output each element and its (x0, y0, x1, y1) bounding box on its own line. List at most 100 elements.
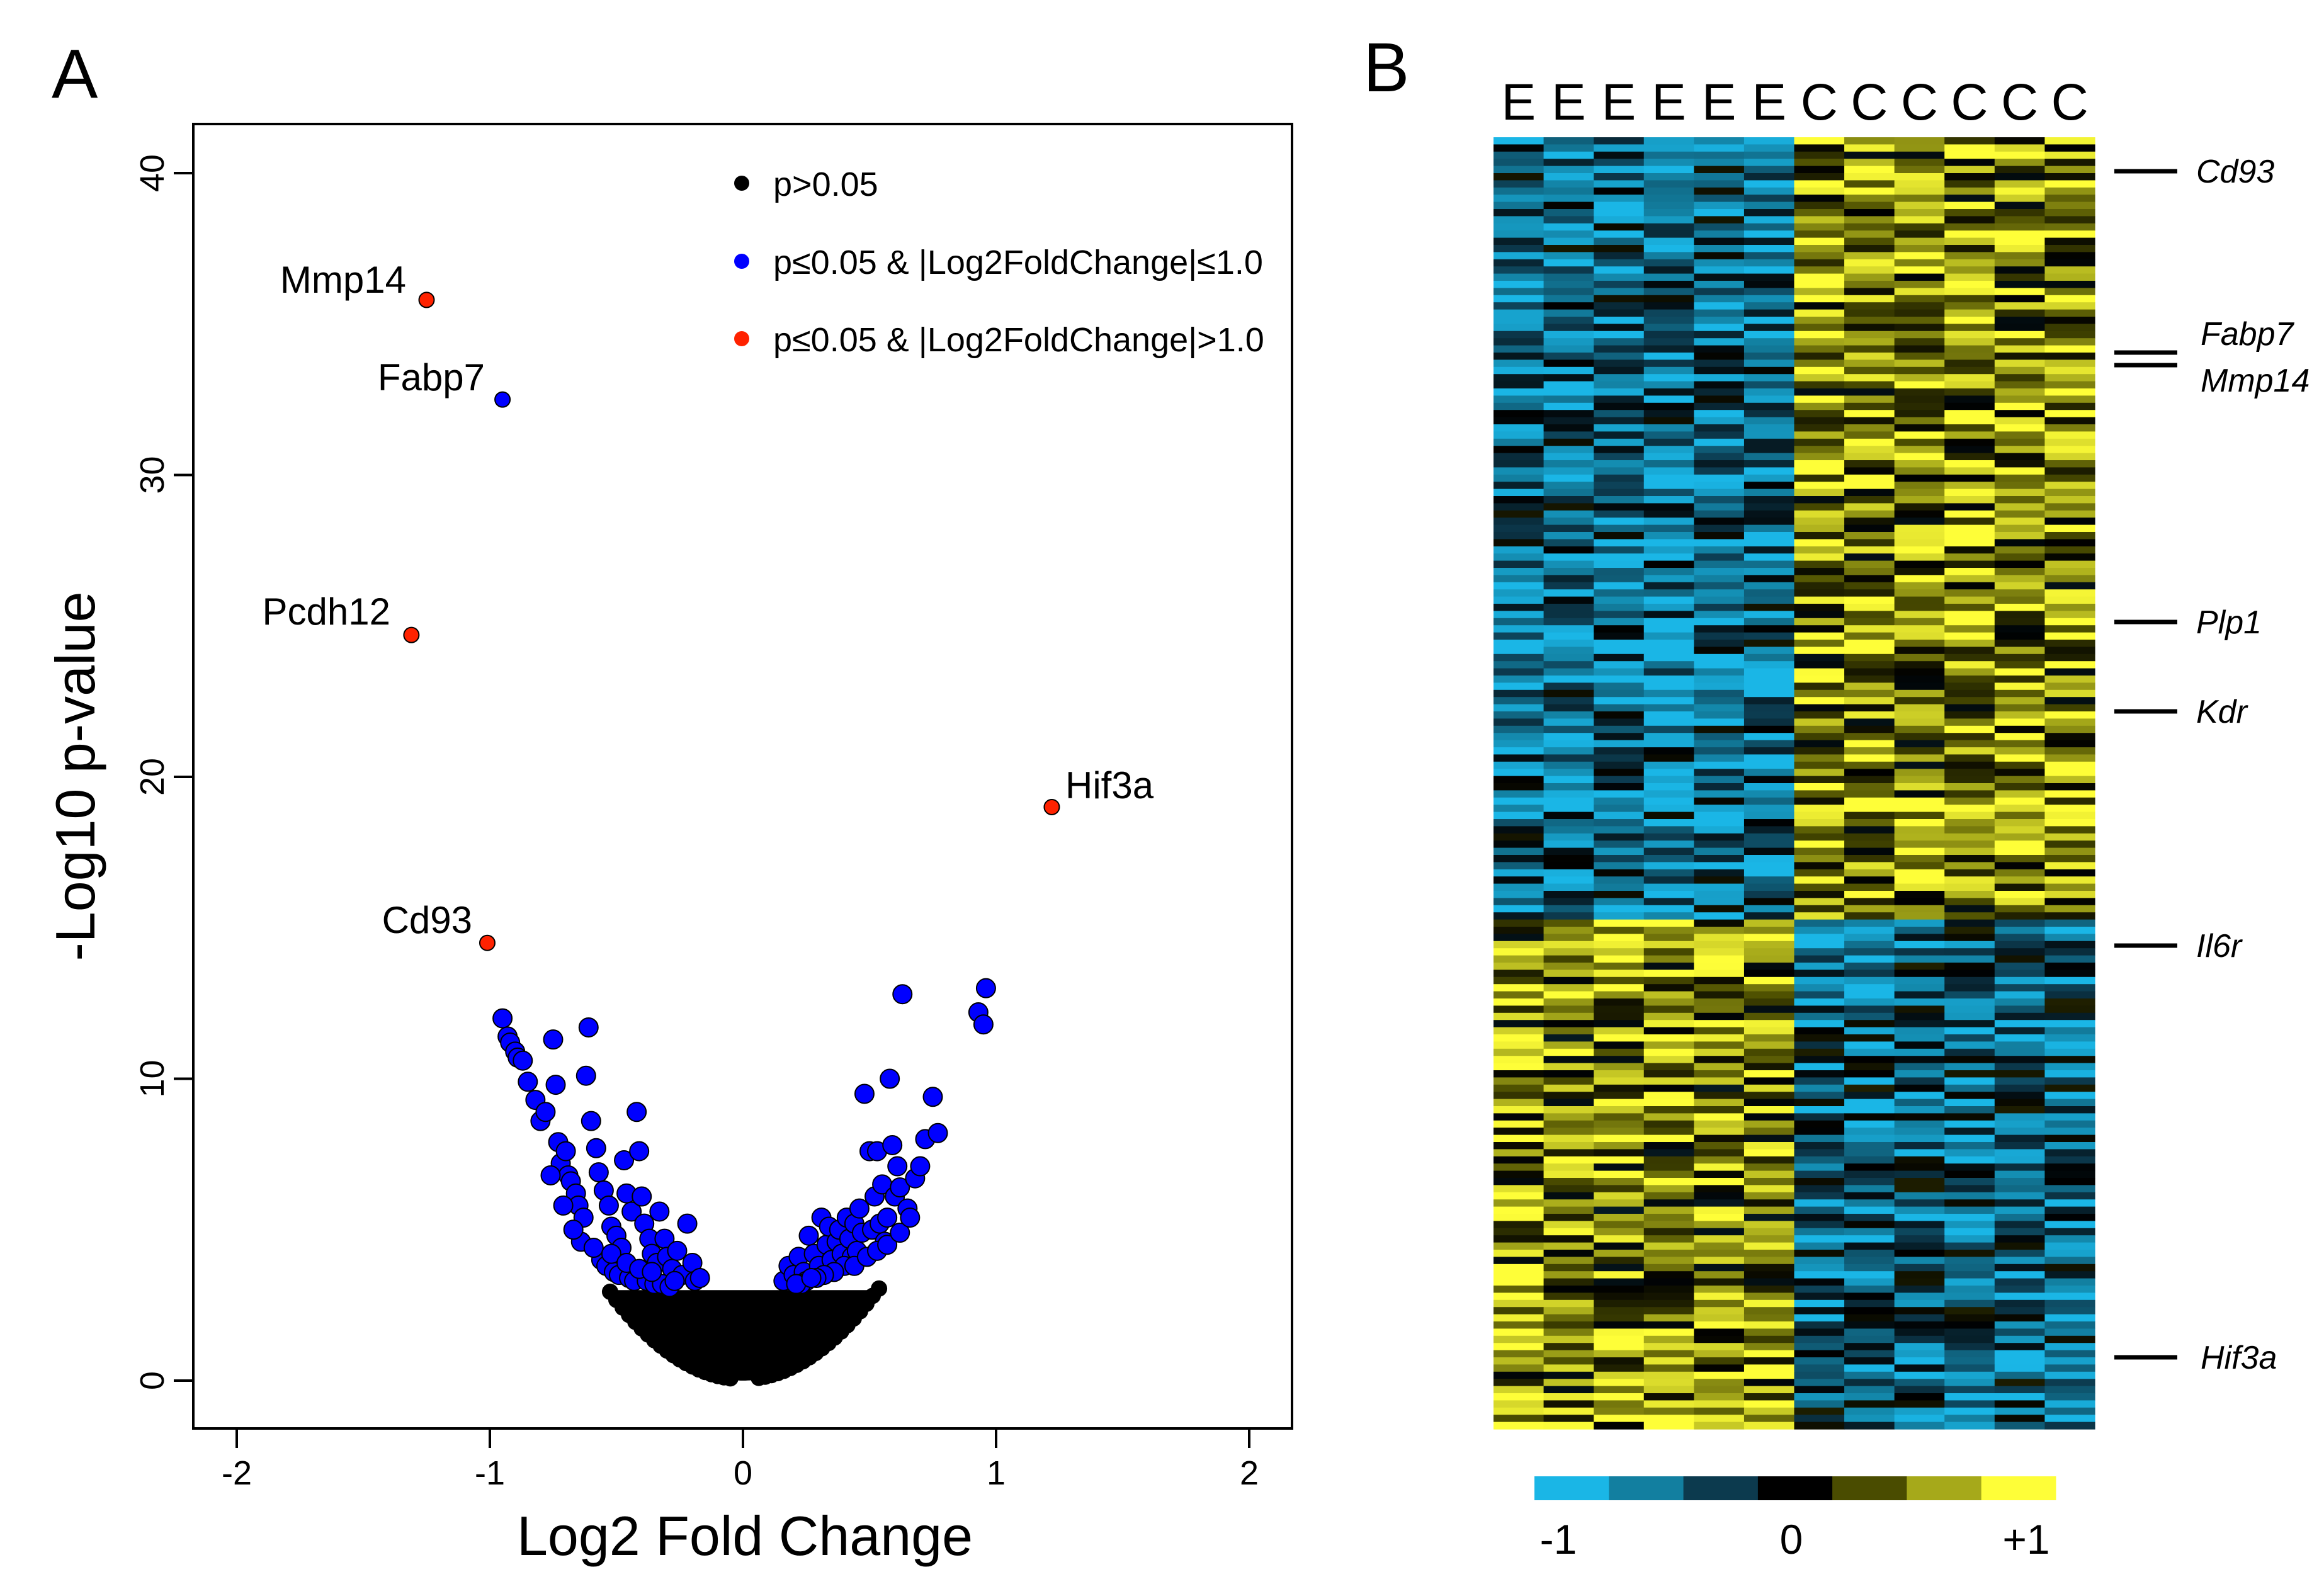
heatmap-cell (1494, 611, 1545, 619)
heatmap-cell (1994, 460, 2046, 468)
heatmap-cell (1844, 237, 1895, 246)
heatmap-cell (1643, 575, 1694, 583)
heatmap-cell (1894, 1185, 1945, 1193)
y-tick-label: 10 (133, 1060, 171, 1097)
heatmap-cell (1894, 1257, 1945, 1265)
heatmap-cell (1743, 381, 1795, 389)
heatmap-cell (1543, 776, 1594, 784)
heatmap-cell (1994, 195, 2046, 203)
significant-point (545, 1075, 566, 1095)
significant-point (887, 1156, 908, 1177)
heatmap-cell (2044, 963, 2095, 970)
heatmap-cell (1594, 1415, 1645, 1423)
heatmap-cell (1643, 1228, 1694, 1236)
heatmap-cell (1894, 1314, 1945, 1322)
significant-point (518, 1072, 538, 1092)
heatmap-cell (1743, 1163, 1795, 1172)
heatmap-cell (1694, 546, 1745, 554)
heatmap-cell (1994, 934, 2046, 942)
heatmap-cell (1794, 1379, 1845, 1387)
heatmap-cell (1494, 1328, 1545, 1337)
heatmap-cell (1894, 948, 1945, 956)
heatmap-cell (1543, 1321, 1594, 1329)
heatmap-cell (1543, 1178, 1594, 1185)
heatmap-cell (1794, 1106, 1845, 1114)
heatmap-cell (1494, 1128, 1545, 1136)
heatmap-cell (1594, 1206, 1645, 1214)
colorbar (1534, 1476, 2056, 1500)
heatmap-cell (2044, 1343, 2095, 1351)
heatmap-cell (1694, 395, 1745, 404)
heatmap-cell (1694, 353, 1745, 360)
heatmap-cell (1894, 611, 1945, 619)
heatmap-cell (1643, 625, 1694, 633)
heatmap-cell (1794, 1314, 1845, 1322)
heatmap-cell (1894, 805, 1945, 813)
heatmap-cell (1743, 1242, 1795, 1250)
heatmap-cell (1643, 869, 1694, 877)
heatmap-cell (1794, 697, 1845, 705)
heatmap-cell (1994, 482, 2046, 490)
heatmap-cell (1794, 1077, 1845, 1085)
heatmap-cell (1643, 1199, 1694, 1207)
heatmap-cell (1743, 1041, 1795, 1049)
heatmap-cell (1494, 1056, 1545, 1064)
heatmap-cell (1494, 137, 1545, 145)
gene-label: Fabp7 (378, 356, 485, 399)
heatmap-cell (1944, 1343, 1995, 1351)
heatmap-cell (2044, 482, 2095, 490)
heatmap-cell (1994, 1264, 2046, 1272)
heatmap-cell (1643, 783, 1694, 791)
heatmap-cell (2044, 1099, 2095, 1107)
heatmap-cell (1894, 510, 1945, 518)
heatmap-cell (1594, 819, 1645, 827)
heatmap-cell (1543, 1400, 1594, 1408)
heatmap-cell (2044, 1149, 2095, 1157)
heatmap-cell (2044, 805, 2095, 813)
heatmap-cell (2044, 1271, 2095, 1279)
heatmap-cell (1743, 811, 1795, 820)
heatmap-cell (1494, 941, 1545, 949)
heatmap-cell (1543, 353, 1594, 360)
heatmap-cell (1543, 1278, 1594, 1286)
heatmap-cell (1944, 1393, 1995, 1401)
heatmap-cell (1994, 1056, 2046, 1064)
heatmap-cell (1994, 1120, 2046, 1128)
heatmap-cell (1944, 596, 1995, 604)
heatmap-cell (1643, 970, 1694, 978)
heatmap-cell (1944, 676, 1995, 683)
heatmap-cell (1494, 417, 1545, 425)
heatmap-cell (1494, 474, 1545, 482)
heatmap-cell (1844, 195, 1895, 203)
heatmap-cell (1794, 345, 1845, 353)
heatmap-cell (1743, 653, 1795, 662)
heatmap-cell (1494, 388, 1545, 396)
heatmap-cell (1494, 1371, 1545, 1379)
heatmap-cell (1844, 1120, 1895, 1128)
heatmap-cell (1743, 625, 1795, 633)
heatmap-cell (1494, 317, 1545, 324)
heatmap-cell (1794, 1328, 1845, 1337)
heatmap-cell (1543, 1156, 1594, 1164)
heatmap-cell (1844, 388, 1895, 396)
heatmap-cell (1543, 474, 1594, 482)
heatmap-cell (1994, 266, 2046, 274)
heatmap-cell (1994, 653, 2046, 662)
heatmap-cell (1694, 1199, 1745, 1207)
heatmap-cell (1944, 539, 1995, 547)
heatmap-cell (1694, 1041, 1745, 1049)
heatmap-cell (1794, 159, 1845, 167)
heatmap-cell (1944, 532, 1995, 540)
heatmap-cell (2044, 460, 2095, 468)
heatmap-cell (1743, 546, 1795, 554)
heatmap-cell (1994, 137, 2046, 145)
heatmap-cell (1794, 166, 1845, 174)
heatmap-cell (1694, 1005, 1745, 1014)
heatmap-cell (1944, 345, 1995, 353)
heatmap-cell (2044, 640, 2095, 647)
heatmap-cell (1944, 1371, 1995, 1379)
heatmap-cell (1894, 1199, 1945, 1207)
heatmap-cell (1643, 317, 1694, 324)
heatmap-cell (1944, 1113, 1995, 1121)
